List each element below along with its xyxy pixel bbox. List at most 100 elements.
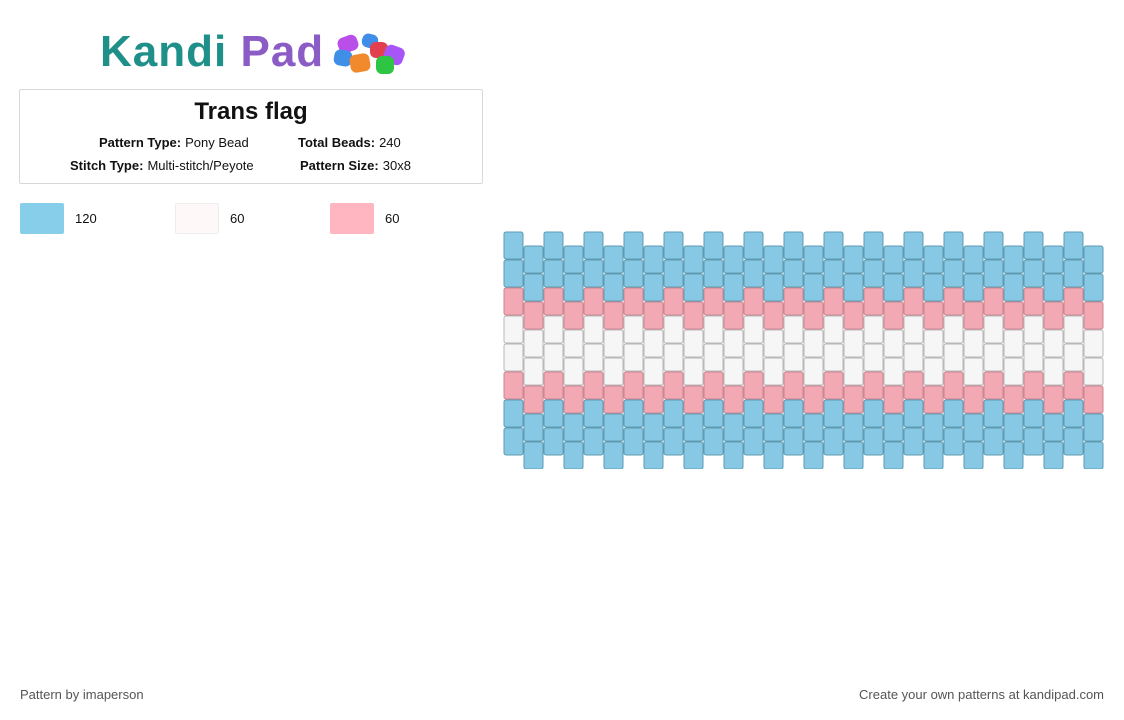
bead-pink-c11-r2 [723, 301, 744, 330]
bead-blue-c19-r6 [883, 413, 904, 442]
bead-white-c0-r4 [503, 343, 524, 372]
bead-pink-c29-r2 [1083, 301, 1104, 330]
bead-blue-c22-r0 [943, 231, 964, 260]
bead-blue-c17-r1 [843, 273, 864, 302]
bead-blue-c14-r6 [783, 399, 804, 428]
bead-blue-c1-r6 [523, 413, 544, 442]
bead-white-c8-r3 [663, 315, 684, 344]
bead-pink-c1-r2 [523, 301, 544, 330]
bead-blue-c12-r6 [743, 399, 764, 428]
bead-white-c13-r3 [763, 329, 784, 358]
bead-white-c5-r3 [603, 329, 624, 358]
bead-white-c3-r4 [563, 357, 584, 386]
bead-blue-c18-r7 [863, 427, 884, 456]
bead-blue-c9-r0 [683, 245, 704, 274]
bead-pink-c17-r2 [843, 301, 864, 330]
bead-blue-c6-r6 [623, 399, 644, 428]
bead-blue-c19-r1 [883, 273, 904, 302]
bead-white-c8-r4 [663, 343, 684, 372]
bead-blue-c23-r7 [963, 441, 984, 469]
bead-blue-c20-r6 [903, 399, 924, 428]
bead-white-c27-r4 [1043, 357, 1064, 386]
bead-blue-c0-r1 [503, 259, 524, 288]
bead-white-c3-r3 [563, 329, 584, 358]
bead-pink-c8-r5 [663, 371, 684, 400]
bead-white-c13-r4 [763, 357, 784, 386]
bead-blue-c12-r0 [743, 231, 764, 260]
logo-wordmark: Kandi Pad [100, 30, 324, 74]
bead-white-c4-r3 [583, 315, 604, 344]
bead-pink-c5-r2 [603, 301, 624, 330]
pattern-type-value: Pony Bead [185, 135, 249, 150]
bead-pink-c21-r5 [923, 385, 944, 414]
bead-pink-c13-r5 [763, 385, 784, 414]
bead-pink-c2-r5 [543, 371, 564, 400]
bead-blue-c16-r0 [823, 231, 844, 260]
logo-bead-0 [337, 34, 359, 54]
bead-blue-c11-r0 [723, 245, 744, 274]
bead-blue-c9-r7 [683, 441, 704, 469]
pattern-size: Pattern Size: 30x8 [300, 158, 411, 173]
bead-white-c0-r3 [503, 315, 524, 344]
bead-blue-c21-r7 [923, 441, 944, 469]
bead-blue-c25-r1 [1003, 273, 1024, 302]
bead-pink-c1-r5 [523, 385, 544, 414]
bead-white-c19-r3 [883, 329, 904, 358]
bead-blue-c17-r0 [843, 245, 864, 274]
bead-white-c7-r4 [643, 357, 664, 386]
bead-white-c12-r3 [743, 315, 764, 344]
bead-pink-c14-r2 [783, 287, 804, 316]
bead-blue-c2-r7 [543, 427, 564, 456]
bead-blue-c26-r1 [1023, 259, 1044, 288]
bead-blue-c8-r1 [663, 259, 684, 288]
bead-pink-c17-r5 [843, 385, 864, 414]
total-beads-value: 240 [379, 135, 401, 150]
kandipad-logo[interactable]: Kandi Pad [100, 24, 410, 80]
bead-white-c28-r4 [1063, 343, 1084, 372]
stitch-type-value: Multi-stitch/Peyote [147, 158, 254, 173]
bead-blue-c2-r6 [543, 399, 564, 428]
bead-blue-c29-r1 [1083, 273, 1104, 302]
bead-white-c17-r4 [843, 357, 864, 386]
bead-blue-c9-r6 [683, 413, 704, 442]
stitch-type: Stitch Type: Multi-stitch/Peyote [70, 158, 254, 173]
bead-pink-c3-r5 [563, 385, 584, 414]
bead-blue-c23-r6 [963, 413, 984, 442]
bead-white-c14-r3 [783, 315, 804, 344]
bead-blue-c0-r6 [503, 399, 524, 428]
bead-blue-c13-r7 [763, 441, 784, 469]
bead-pink-c14-r5 [783, 371, 804, 400]
bead-pink-c24-r5 [983, 371, 1004, 400]
logo-bead-6 [376, 56, 395, 74]
bead-pink-c23-r5 [963, 385, 984, 414]
bead-blue-c3-r6 [563, 413, 584, 442]
bead-pink-c25-r5 [1003, 385, 1024, 414]
bead-white-c22-r3 [943, 315, 964, 344]
bead-blue-c21-r0 [923, 245, 944, 274]
bead-blue-c16-r7 [823, 427, 844, 456]
bead-blue-c6-r7 [623, 427, 644, 456]
bead-blue-c16-r6 [823, 399, 844, 428]
bead-blue-c26-r0 [1023, 231, 1044, 260]
bead-white-c21-r4 [923, 357, 944, 386]
bead-white-c10-r3 [703, 315, 724, 344]
bead-blue-c22-r7 [943, 427, 964, 456]
logo-bead-4 [370, 42, 389, 58]
bead-blue-c14-r1 [783, 259, 804, 288]
bead-pink-c27-r2 [1043, 301, 1064, 330]
bead-blue-c10-r1 [703, 259, 724, 288]
bead-blue-c5-r6 [603, 413, 624, 442]
bead-pink-c2-r2 [543, 287, 564, 316]
bead-blue-c0-r0 [503, 231, 524, 260]
bead-white-c15-r4 [803, 357, 824, 386]
bead-pink-c22-r5 [943, 371, 964, 400]
bead-pink-c18-r2 [863, 287, 884, 316]
color-swatch-pink [330, 203, 374, 234]
bead-blue-c27-r6 [1043, 413, 1064, 442]
kandipad-link[interactable]: Create your own patterns at kandipad.com [859, 687, 1104, 702]
pattern-type: Pattern Type: Pony Bead [99, 135, 249, 150]
logo-bead-3 [349, 53, 371, 73]
bead-blue-c4-r1 [583, 259, 604, 288]
bead-white-c15-r3 [803, 329, 824, 358]
bead-white-c1-r3 [523, 329, 544, 358]
